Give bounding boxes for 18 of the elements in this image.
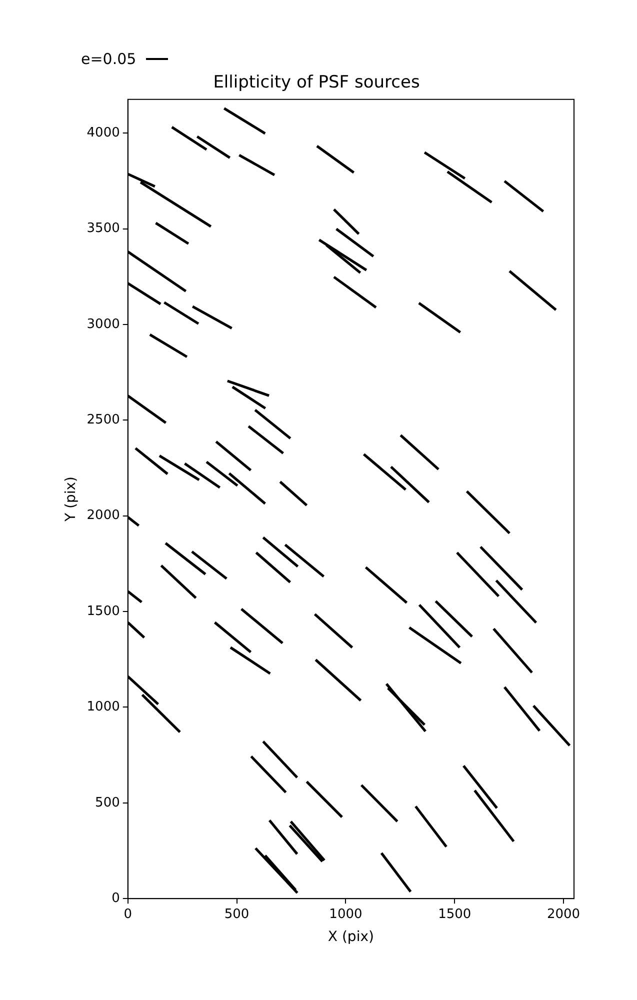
x-tick-label: 2000	[546, 906, 580, 922]
y-axis-title: Y (pix)	[63, 476, 80, 522]
x-tick-label: 1000	[329, 906, 362, 922]
x-tick-label: 500	[224, 906, 250, 922]
y-tick-label: 3500	[86, 221, 120, 236]
y-tick-label: 4000	[86, 125, 120, 140]
y-tick-label: 2000	[86, 508, 120, 524]
text: e=0.05	[81, 50, 136, 68]
y-tick-label: 2500	[86, 412, 120, 428]
chart-title: Ellipticity of PSF sources	[213, 72, 420, 93]
y-tick-label: 3000	[86, 316, 120, 332]
x-axis-title: X (pix)	[328, 929, 374, 946]
y-tick-label: 1000	[86, 700, 120, 715]
y-tick-label: 1500	[86, 604, 120, 619]
y-tick-label: 0	[112, 890, 120, 906]
x-tick-label: 1500	[438, 906, 472, 922]
x-tick-label: 0	[124, 906, 132, 922]
y-tick-label: 500	[95, 795, 120, 810]
